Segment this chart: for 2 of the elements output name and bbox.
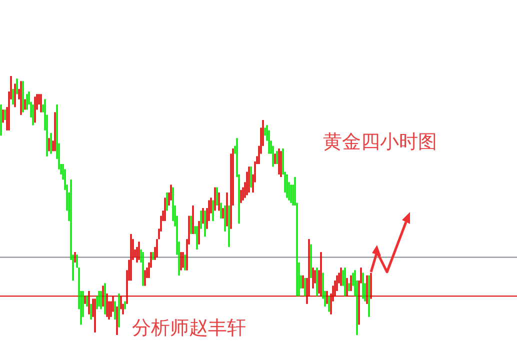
annotation: 黄金四小时图 [323, 131, 437, 153]
annotation: 分析师赵丰轩 [132, 317, 246, 339]
